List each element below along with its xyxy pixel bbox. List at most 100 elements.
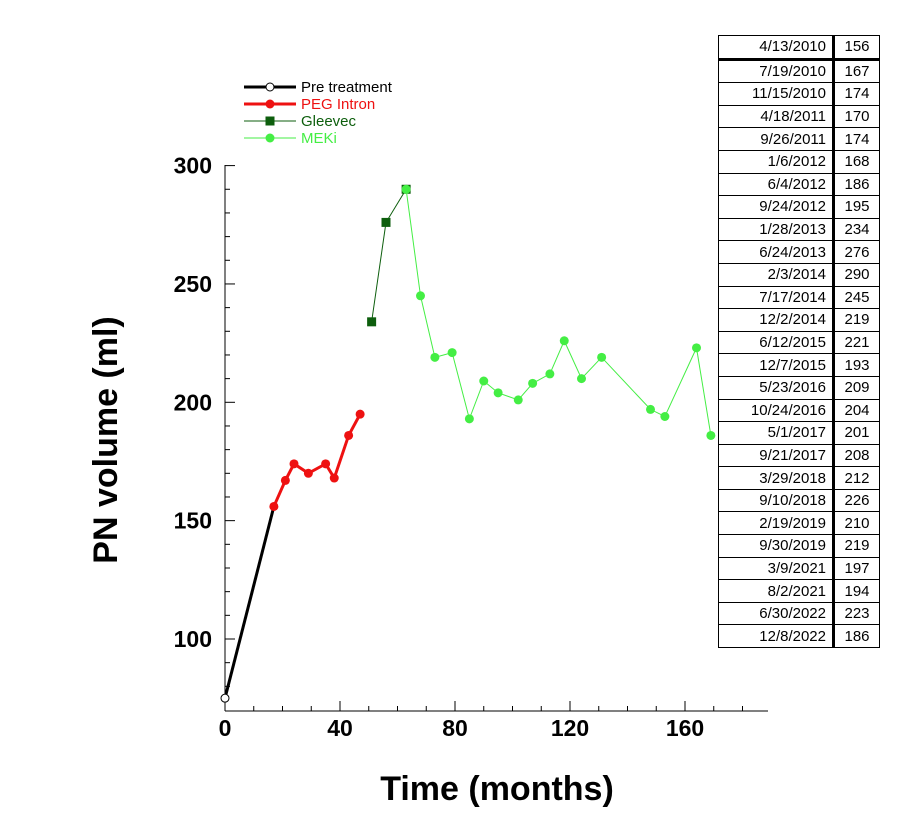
x-tick-label: 120 bbox=[551, 715, 589, 741]
table-row: 9/21/2017 208 bbox=[718, 443, 880, 468]
volume-cell: 186 bbox=[833, 172, 880, 197]
date-cell: 2/19/2019 bbox=[718, 511, 835, 536]
series-meki bbox=[401, 184, 716, 440]
date-cell: 9/10/2018 bbox=[718, 488, 835, 513]
table-row: 5/1/2017 201 bbox=[718, 421, 880, 445]
volume-cell: 197 bbox=[833, 556, 880, 581]
data-point bbox=[367, 317, 377, 327]
legend-label: Gleevec bbox=[301, 113, 357, 130]
table-row: 8/2/2021 194 bbox=[718, 579, 880, 603]
legend-item: Gleevec bbox=[244, 113, 357, 130]
volume-cell: 223 bbox=[833, 601, 880, 626]
date-cell: 8/2/2021 bbox=[718, 579, 835, 603]
legend-label: Pre treatment bbox=[301, 79, 393, 96]
table-row: 9/30/2019 219 bbox=[718, 534, 880, 558]
table-row: 6/4/2012 186 bbox=[718, 172, 880, 197]
volume-cell: 234 bbox=[833, 217, 880, 242]
table-row: 9/24/2012 195 bbox=[718, 195, 880, 219]
date-cell: 6/30/2022 bbox=[718, 601, 835, 626]
volume-cell: 204 bbox=[833, 398, 880, 423]
table-row: 6/24/2013 276 bbox=[718, 240, 880, 264]
legend-label: MEKi bbox=[301, 130, 337, 147]
x-tick-label: 80 bbox=[442, 715, 468, 741]
table-row: 3/29/2018 212 bbox=[718, 466, 880, 490]
volume-cell: 210 bbox=[833, 511, 880, 536]
volume-cell: 219 bbox=[833, 534, 880, 558]
table-row: 3/9/2021 197 bbox=[718, 556, 880, 581]
data-point bbox=[269, 501, 279, 511]
table-row: 12/2/2014 219 bbox=[718, 308, 880, 332]
data-point bbox=[430, 352, 440, 362]
series-gleevec bbox=[367, 184, 411, 327]
volume-cell: 209 bbox=[833, 375, 880, 400]
table-row: 6/12/2015 221 bbox=[718, 330, 880, 355]
volume-cell: 201 bbox=[833, 421, 880, 445]
data-point bbox=[447, 348, 457, 358]
date-cell: 1/28/2013 bbox=[718, 217, 835, 242]
y-tick-label: 200 bbox=[174, 389, 212, 415]
data-point bbox=[464, 414, 474, 424]
data-point bbox=[545, 369, 555, 379]
ticks: 100 150 200 250 300 0 40 80 120 160 bbox=[174, 153, 743, 741]
date-cell: 6/12/2015 bbox=[718, 330, 835, 355]
legend-item: Pre treatment bbox=[244, 79, 393, 96]
volume-cell: 245 bbox=[833, 285, 880, 310]
legend-marker bbox=[265, 82, 275, 92]
y-tick-label: 250 bbox=[174, 271, 212, 297]
legend-label: PEG Intron bbox=[301, 96, 375, 113]
table-row: 4/13/2010 156 bbox=[718, 35, 880, 61]
data-point bbox=[528, 378, 538, 388]
date-cell: 12/8/2022 bbox=[718, 624, 835, 649]
data-point bbox=[344, 430, 354, 440]
table-row: 12/7/2015 193 bbox=[718, 353, 880, 377]
legend-marker bbox=[265, 133, 275, 143]
date-cell: 4/13/2010 bbox=[718, 35, 835, 61]
data-point bbox=[220, 693, 230, 703]
data-point bbox=[493, 388, 503, 398]
date-cell: 9/24/2012 bbox=[718, 195, 835, 219]
volume-cell: 156 bbox=[833, 35, 880, 61]
series-line bbox=[371, 189, 407, 322]
volume-cell: 167 bbox=[833, 58, 880, 84]
volume-cell: 276 bbox=[833, 240, 880, 264]
volume-cell: 212 bbox=[833, 466, 880, 490]
volume-cell: 193 bbox=[833, 353, 880, 377]
table-row: 4/18/2011 170 bbox=[718, 104, 880, 129]
series-line bbox=[223, 506, 276, 699]
volume-cell: 174 bbox=[833, 127, 880, 151]
date-cell: 3/29/2018 bbox=[718, 466, 835, 490]
data-point bbox=[660, 412, 670, 422]
volume-cell: 219 bbox=[833, 308, 880, 332]
volume-cell: 195 bbox=[833, 195, 880, 219]
date-cell: 5/1/2017 bbox=[718, 421, 835, 445]
data-point bbox=[416, 291, 425, 301]
legend-item: PEG Intron bbox=[244, 96, 375, 113]
legend-item: MEKi bbox=[244, 130, 337, 147]
volume-cell: 290 bbox=[833, 262, 880, 287]
date-cell: 12/7/2015 bbox=[718, 353, 835, 377]
table-row: 7/17/2014 245 bbox=[718, 285, 880, 310]
measurement-table: 4/13/2010 156 7/19/2010 167 11/15/2010 174 4/1… bbox=[718, 35, 880, 649]
date-cell: 12/2/2014 bbox=[718, 308, 835, 332]
date-cell: 3/9/2021 bbox=[718, 556, 835, 581]
date-cell: 6/4/2012 bbox=[718, 172, 835, 197]
series-layer bbox=[220, 184, 716, 703]
date-cell: 2/3/2014 bbox=[718, 262, 835, 287]
y-tick-label: 150 bbox=[174, 508, 212, 534]
table-row: 1/28/2013 234 bbox=[718, 217, 880, 242]
legend-marker bbox=[265, 99, 275, 109]
legend-marker bbox=[265, 116, 275, 126]
x-tick-label: 40 bbox=[327, 715, 353, 741]
table-row: 9/10/2018 226 bbox=[718, 488, 880, 513]
date-cell: 4/18/2011 bbox=[718, 104, 835, 129]
data-point bbox=[329, 473, 339, 483]
data-point bbox=[321, 459, 331, 469]
volume-cell: 221 bbox=[833, 330, 880, 355]
data-point bbox=[401, 184, 411, 194]
x-tick-label: 160 bbox=[666, 715, 704, 741]
y-tick-label: 100 bbox=[174, 626, 212, 652]
date-cell: 5/23/2016 bbox=[718, 375, 835, 400]
series-line bbox=[272, 413, 362, 508]
table-row: 5/23/2016 209 bbox=[718, 375, 880, 400]
